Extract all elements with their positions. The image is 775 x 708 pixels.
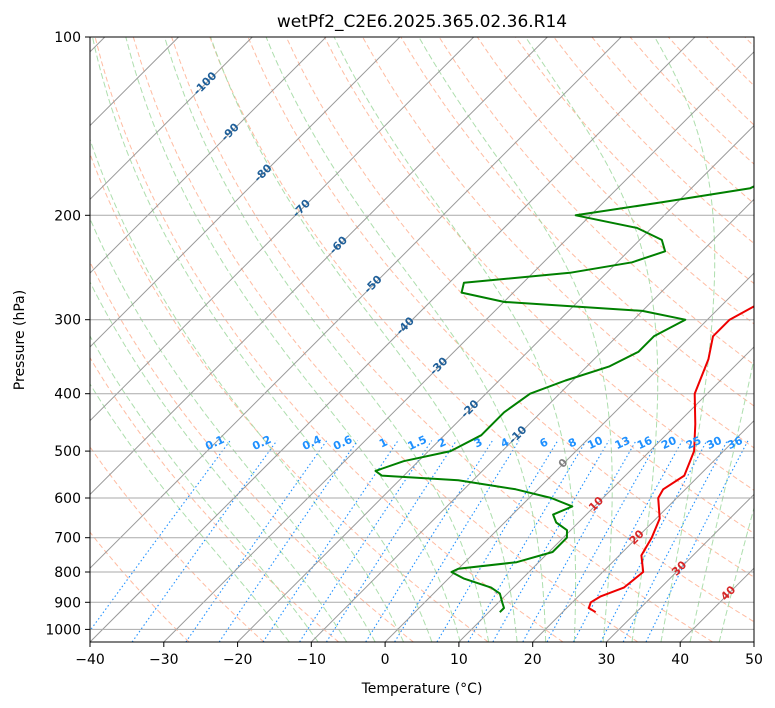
mixing-ratio-line [325, 440, 457, 642]
moist-adiabat-line [90, 280, 348, 642]
moist-adiabat-line [90, 335, 319, 642]
moist-adiabat-line [92, 37, 433, 642]
dry-adiabat-line [362, 37, 754, 449]
mixing-ratio-label: 25 [684, 434, 703, 452]
chart-title: wetPf2_C2E6.2025.365.02.36.R14 [277, 12, 567, 32]
mixing-ratio-line [436, 440, 559, 642]
mixing-ratio-line [262, 440, 399, 642]
moist-adiabat-line [90, 217, 376, 642]
y-tick-label: 500 [54, 444, 81, 460]
moist-adiabat-line [210, 37, 518, 642]
moist-adiabat-line [654, 37, 716, 642]
mixing-ratio-line [365, 440, 493, 642]
moist-adiabat-line [265, 37, 547, 642]
moist-adiabat-line [90, 137, 405, 642]
y-tick-label: 1000 [45, 622, 81, 638]
mixing-ratio-label: 16 [635, 434, 655, 452]
dry-adiabat-line [323, 37, 754, 491]
isotherm-line [237, 124, 754, 642]
isotherm-line [606, 493, 754, 642]
mixing-ratio-line [645, 440, 749, 642]
moist-adiabat-line [525, 37, 659, 642]
y-tick-label: 100 [54, 30, 81, 46]
y-axis: 100 200 300 400 500 600 700 800 900 1000 [45, 30, 90, 638]
isotherm-line [90, 37, 622, 569]
mixing-ratio-line [299, 440, 433, 642]
mixing-ratio-line [546, 440, 659, 642]
dry-adiabat-line [90, 531, 190, 642]
x-tick-label: −40 [75, 652, 105, 668]
x-tick-label: 40 [671, 652, 689, 668]
mixing-ratio-line [467, 440, 587, 642]
y-tick-label: 400 [54, 387, 81, 403]
moist-adiabat-line [164, 37, 490, 642]
dry-adiabat-line [90, 152, 489, 642]
mixing-ratio-line [492, 440, 610, 642]
isotherm-line [384, 272, 754, 642]
y-tick-label: 700 [54, 531, 81, 547]
mixing-ratio-line [185, 440, 328, 642]
mixing-ratio-line [131, 440, 278, 642]
isotherm-line [90, 37, 548, 496]
isotherm-line [458, 346, 754, 642]
mixing-ratio-line [90, 440, 231, 632]
x-axis: −40 −30 −20 −10 0 10 20 30 40 50 [75, 642, 763, 668]
y-tick-label: 800 [54, 565, 81, 581]
dry-adiabat-line [438, 37, 754, 366]
dry-adiabat-line [90, 446, 265, 642]
moist-adiabat-line [125, 37, 461, 642]
x-tick-label: −30 [149, 652, 179, 668]
x-tick-label: −10 [297, 652, 327, 668]
y-tick-label: 600 [54, 491, 81, 507]
temperature-profile-line [587, 305, 754, 614]
x-tick-label: 10 [450, 652, 468, 668]
mixing-ratio-label: 36 [725, 434, 745, 452]
dry-adiabat-line [209, 37, 754, 623]
isotherm-line [90, 37, 696, 642]
mixing-ratio-label: 10 [585, 434, 605, 452]
dewpoint-profile-line [374, 185, 754, 613]
mixing-ratio-line [218, 440, 358, 642]
mixing-ratio-label: 30 [705, 434, 725, 452]
isotherm-line [90, 37, 327, 274]
plot-frame [89, 36, 755, 643]
x-tick-label: −20 [223, 652, 253, 668]
isotherm-line [90, 37, 253, 201]
y-tick-label: 200 [54, 208, 81, 224]
isotherm-line [90, 37, 475, 422]
moist-adiabat-line [90, 383, 290, 642]
x-tick-label: 50 [745, 652, 763, 668]
y-tick-label: 900 [54, 595, 81, 611]
y-axis-title: Pressure (hPa) [12, 290, 28, 390]
mixing-ratio-label: 20 [659, 434, 679, 452]
dry-adiabat-line [90, 356, 339, 642]
moist-adiabat-line [689, 356, 754, 642]
data-lines [374, 185, 754, 614]
dry-adiabat-line [94, 37, 564, 642]
mixing-ratio-line [573, 440, 683, 642]
background-lines [90, 37, 754, 642]
isotherm-line [532, 419, 754, 642]
x-tick-label: 30 [597, 652, 615, 668]
moist-adiabat-line [418, 37, 613, 642]
isotherm-line [310, 198, 754, 642]
x-axis-title: Temperature (°C) [361, 681, 483, 697]
isotherm-line [90, 37, 401, 348]
x-tick-label: 20 [524, 652, 542, 668]
isotherm-line [163, 51, 754, 642]
moist-adiabat-line [333, 37, 577, 642]
mixing-ratio-line [522, 440, 637, 642]
dry-adiabat-line [515, 37, 754, 285]
mixing-ratio-label: 13 [613, 434, 632, 452]
x-tick-label: 0 [381, 652, 390, 668]
y-tick-label: 300 [54, 313, 81, 329]
